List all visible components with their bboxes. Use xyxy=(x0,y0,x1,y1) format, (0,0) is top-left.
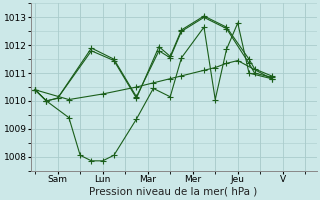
X-axis label: Pression niveau de la mer( hPa ): Pression niveau de la mer( hPa ) xyxy=(90,187,258,197)
